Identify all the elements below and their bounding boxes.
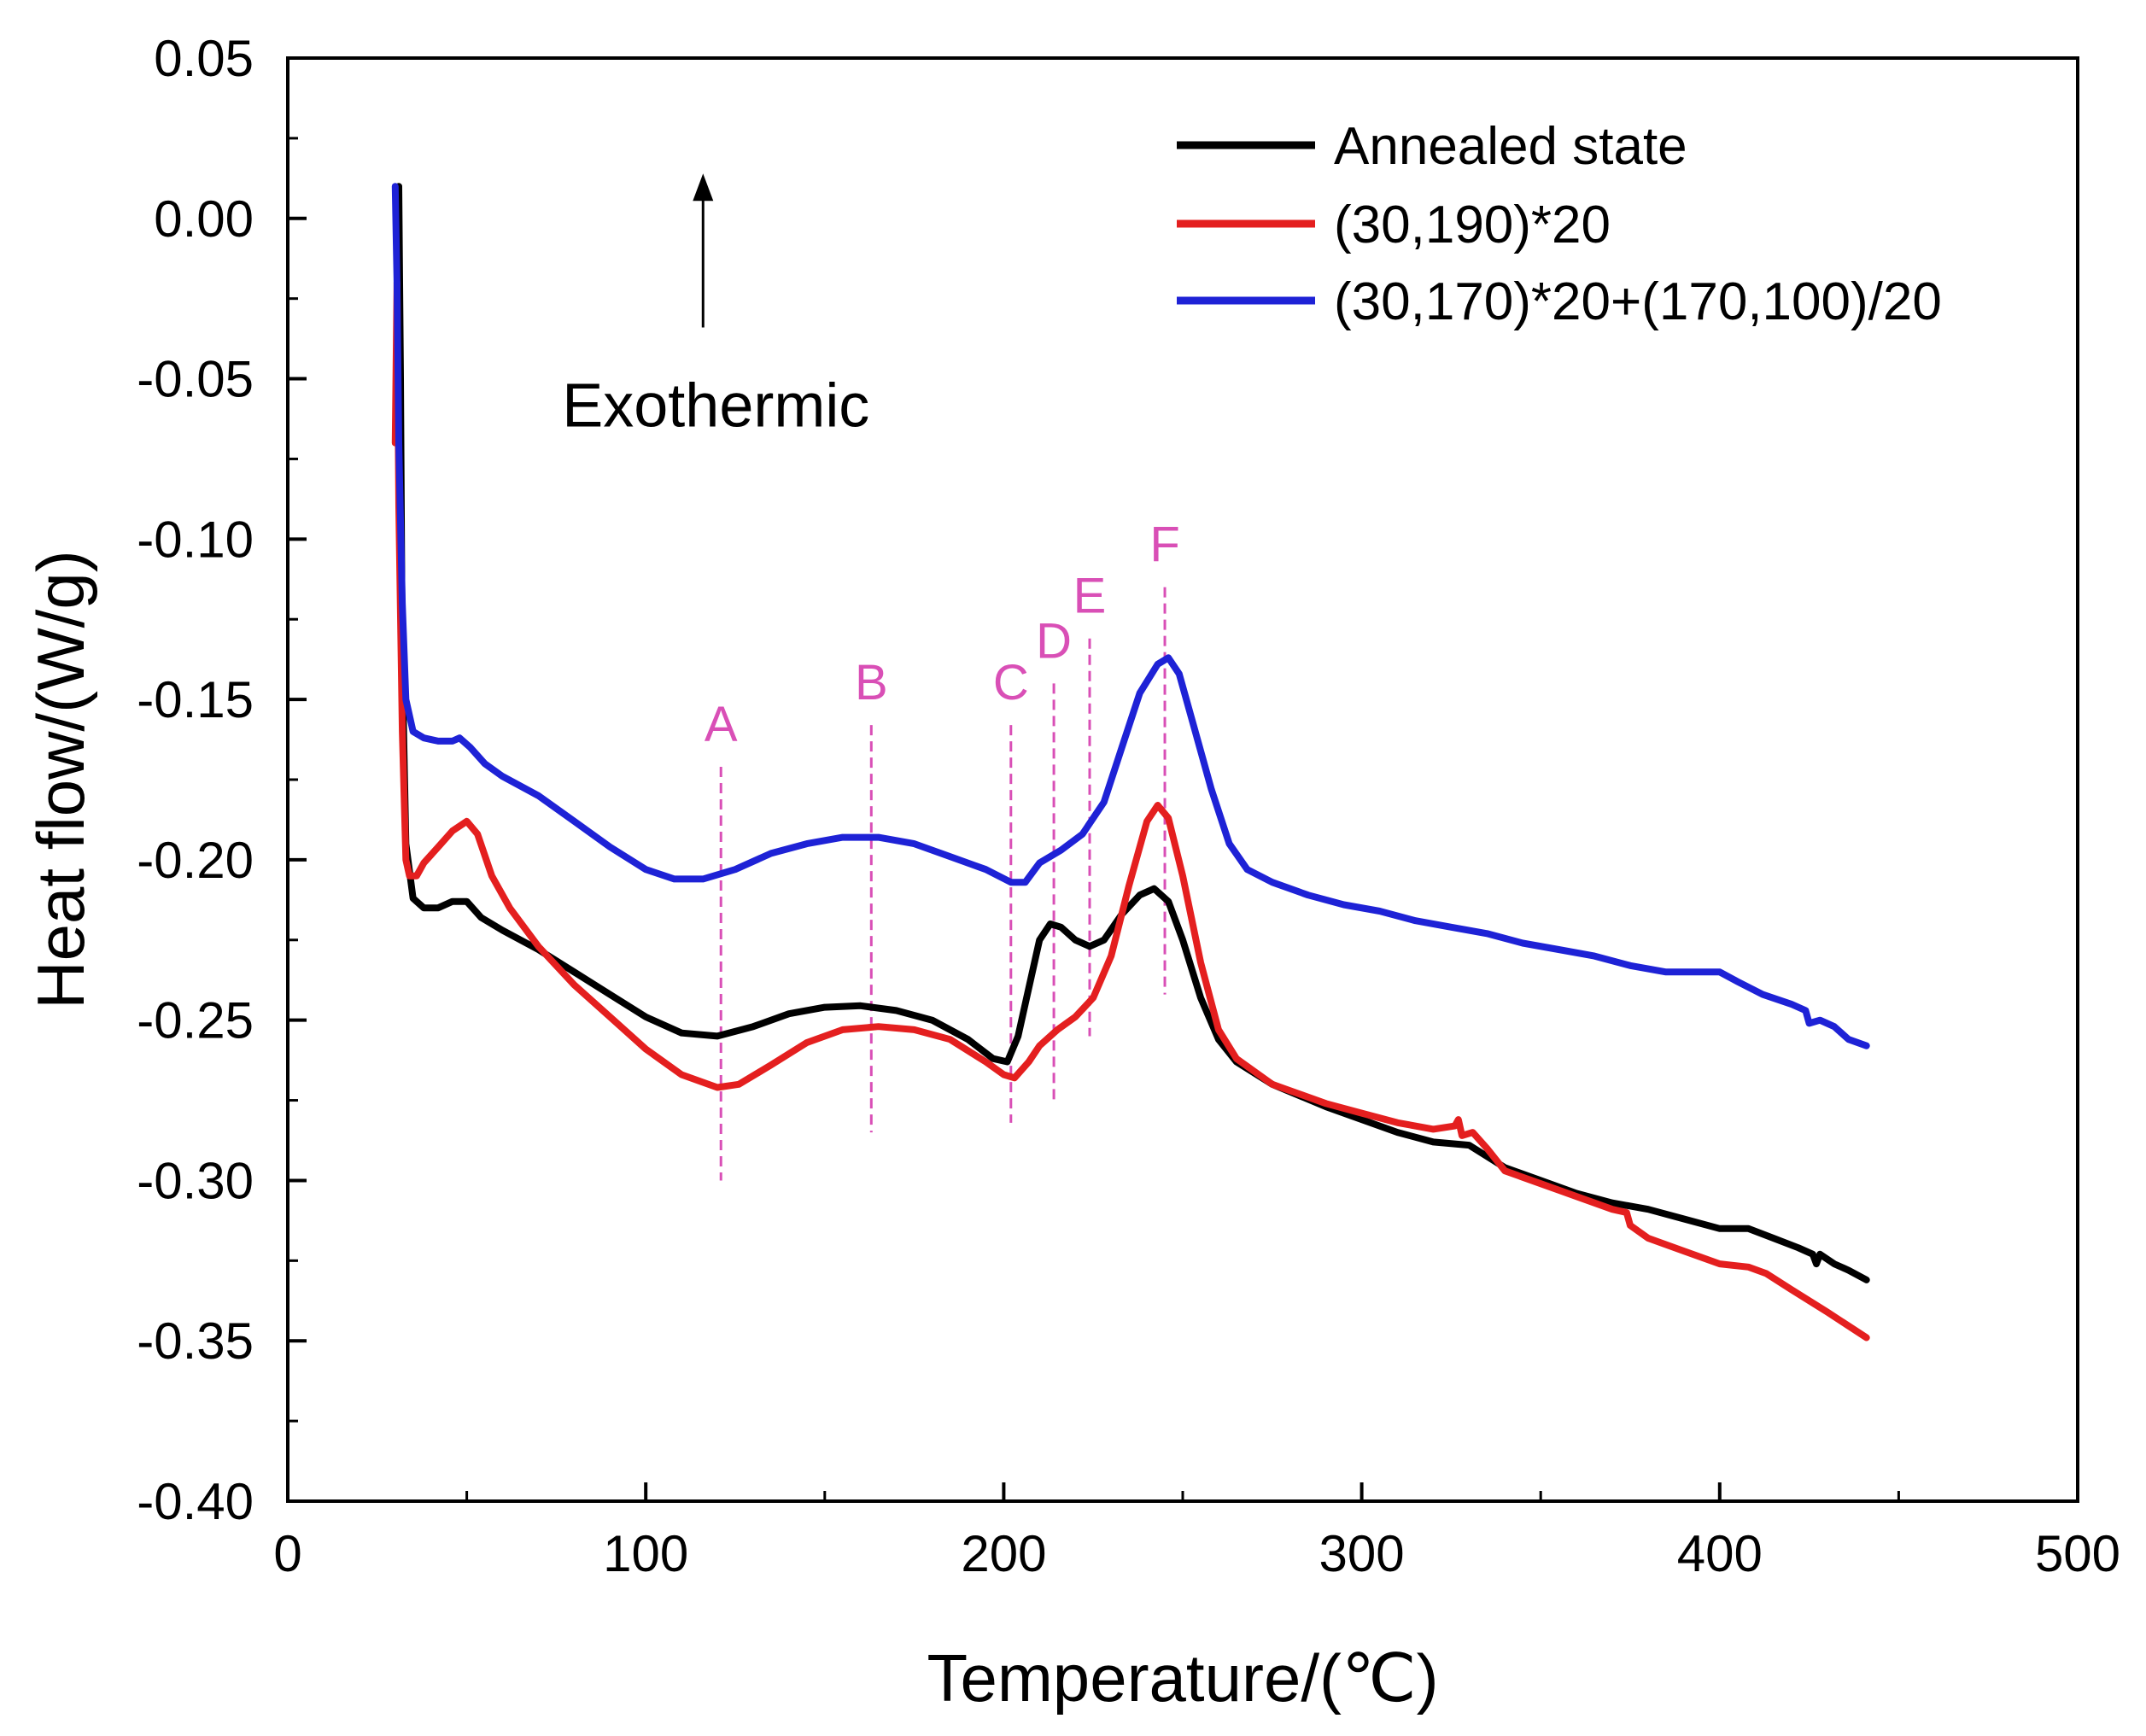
legend: Annealed state (30,190)*20 (30,170)*20+(…: [1177, 117, 1942, 331]
x-tick-label: 300: [1319, 1525, 1405, 1582]
reference-label-d: D: [1036, 613, 1072, 669]
reference-label-f: F: [1149, 517, 1179, 573]
legend-label-annealed: Annealed state: [1334, 117, 1687, 176]
x-tick-label: 0: [273, 1525, 301, 1582]
y-tick-label: -0.30: [137, 1152, 254, 1209]
x-tick-label: 100: [603, 1525, 688, 1582]
y-tick-label: 0.00: [154, 190, 254, 248]
x-tick-label: 400: [1677, 1525, 1763, 1582]
series-line-2: [391, 183, 1870, 1049]
annotations: Exothermic: [562, 173, 869, 441]
reference-label-a: A: [705, 697, 738, 752]
y-tick-label: 0.05: [154, 30, 254, 87]
data-series: [391, 183, 1870, 1341]
y-tick-label: -0.25: [137, 992, 254, 1049]
y-tick-label: -0.15: [137, 671, 254, 728]
series-line-1: [391, 278, 1870, 1341]
x-axis-title: Temperature/(℃): [927, 1640, 1438, 1716]
y-axis-title: Heat flow/(W/g): [23, 550, 98, 1008]
reference-label-c: C: [993, 655, 1029, 710]
x-tick-label: 500: [2035, 1525, 2120, 1582]
y-tick-label: -0.35: [137, 1312, 254, 1370]
legend-label-30-170: (30,170)*20+(170,100)/20: [1334, 272, 1942, 331]
axis-ticks: 0 100 200 300 400 500 0.05 0.00 -0.05 -0.10 -0.15 -…: [137, 30, 2120, 1582]
x-tick-label: 200: [961, 1525, 1046, 1582]
legend-label-30-190: (30,190)*20: [1334, 196, 1611, 254]
exothermic-label: Exothermic: [562, 372, 869, 441]
series-line-0: [393, 183, 1870, 1283]
reference-label-e: E: [1073, 569, 1107, 624]
y-tick-label: -0.05: [137, 351, 254, 408]
y-tick-label: -0.10: [137, 511, 254, 568]
y-tick-label: -0.20: [137, 832, 254, 889]
reference-label-b: B: [855, 655, 888, 710]
arrow-head-icon: [693, 173, 714, 202]
y-tick-label: -0.40: [137, 1473, 254, 1530]
